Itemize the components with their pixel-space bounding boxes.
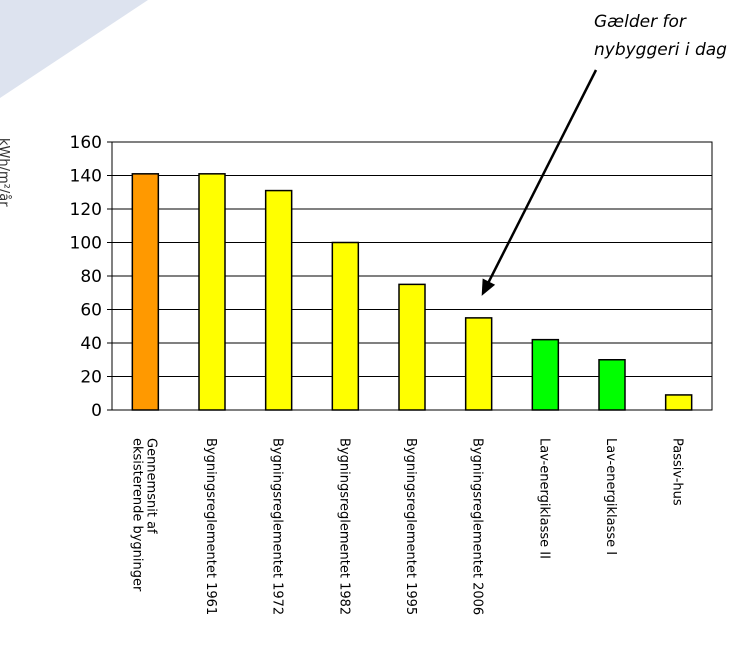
y-tick-label: 0	[91, 401, 102, 421]
x-category-label-line: Lav-energiklasse I	[603, 438, 618, 555]
annotation: Gælder for nybyggeri i dag	[481, 12, 727, 296]
y-tick-label: 160	[70, 133, 102, 153]
y-tick-label: 80	[80, 267, 102, 287]
x-category-label-line: Bygningsreglementet 2006	[470, 438, 485, 615]
x-category-label: Passiv-hus	[670, 438, 685, 506]
y-tick-label: 20	[80, 368, 102, 388]
x-category-label-line: Bygningsreglementet 1995	[403, 438, 418, 615]
annotation-arrow-line	[486, 69, 598, 286]
x-category-label: Bygningsreglementet 2006	[470, 438, 485, 615]
x-category-label-line: Gennemsnit af	[143, 438, 158, 534]
x-category-label-line: Bygningsreglementet 1982	[336, 438, 351, 615]
annotation-line-2: nybyggeri i dag	[594, 40, 727, 60]
bar	[664, 394, 693, 411]
annotation-line-1: Gælder for	[594, 12, 687, 32]
bar	[331, 241, 360, 411]
x-category-label-line: Lav-energiklasse II	[536, 438, 551, 559]
y-tick-label: 140	[70, 167, 102, 187]
x-category-label: Lav-energiklasse I	[603, 438, 618, 555]
bar	[264, 189, 293, 411]
y-tick-label: 100	[70, 234, 102, 254]
x-category-label: Bygningsreglementet 1961	[203, 438, 218, 615]
x-category-label-line: eksisterende bygninger	[129, 438, 144, 592]
x-category-label: Bygningsreglementet 1995	[403, 438, 418, 615]
annotation-arrow-head	[481, 278, 496, 296]
y-tick-label: 60	[80, 301, 102, 321]
x-category-label-line: Bygningsreglementet 1961	[203, 438, 218, 615]
bar	[398, 283, 426, 411]
x-category-label: Bygningsreglementet 1972	[270, 438, 285, 615]
background-shape	[0, 0, 148, 98]
x-category-label: Lav-energiklasse II	[536, 438, 551, 559]
bar	[198, 173, 226, 411]
bar	[464, 317, 493, 411]
x-category-label: Bygningsreglementet 1982	[336, 438, 351, 615]
y-tick-label: 120	[70, 200, 102, 220]
bar	[598, 359, 626, 411]
y-tick-label: 40	[80, 334, 102, 354]
bar	[531, 338, 560, 411]
x-category-label-line: Passiv-hus	[670, 438, 685, 506]
y-axis-label: kWh/m²/år	[0, 138, 11, 207]
x-category-label-line: Bygningsreglementet 1972	[270, 438, 285, 615]
bar	[131, 173, 160, 411]
